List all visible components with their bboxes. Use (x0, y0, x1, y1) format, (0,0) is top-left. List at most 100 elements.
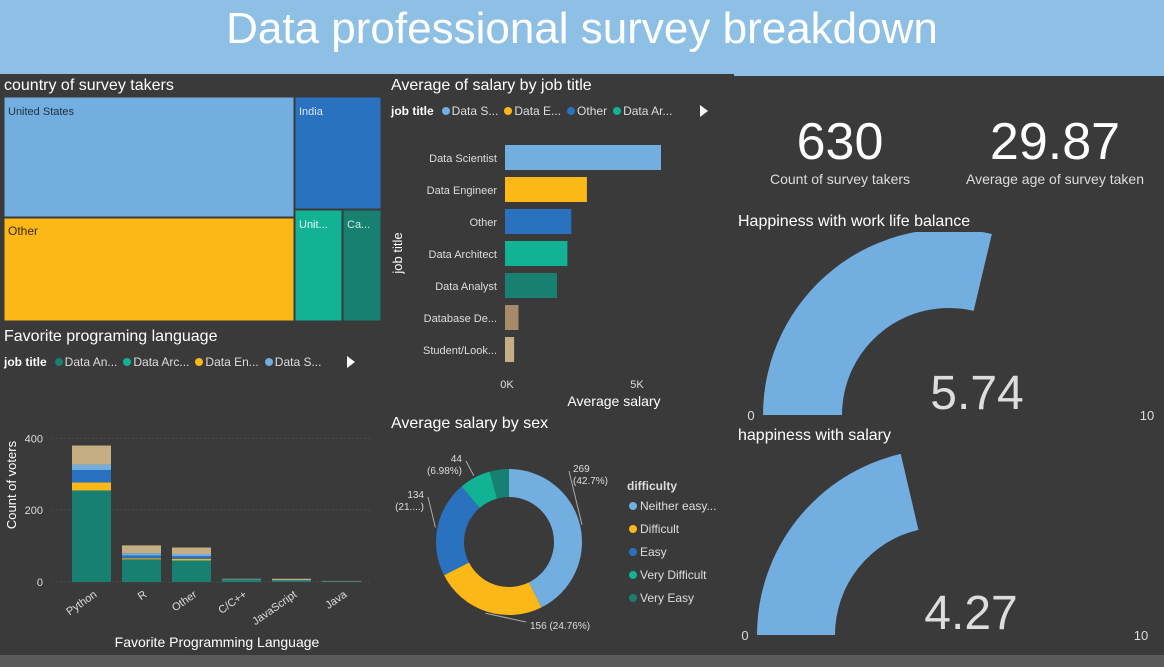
treemap-cell-united-kingdom[interactable] (294, 209, 343, 322)
lang-bar-segment[interactable] (272, 580, 311, 582)
donut-data-label: (21....) (395, 502, 424, 513)
donut-legend-label[interactable]: Easy (640, 545, 667, 559)
lang-bar-segment[interactable] (122, 559, 161, 582)
count-card-value: 630 (796, 113, 884, 171)
legend-next-icon[interactable] (347, 356, 356, 368)
gauge2-title: happiness with salary (738, 427, 891, 444)
lang-bar-segment[interactable] (172, 553, 211, 557)
job-category-label: Other (469, 217, 497, 229)
lang-legend-label: Data En... (205, 355, 259, 369)
gauge-max-label: 10 (1134, 628, 1148, 643)
donut-legend-label[interactable]: Difficult (640, 522, 680, 536)
lang-xlabel: Favorite Programming Language (115, 634, 320, 650)
job-bar[interactable] (505, 145, 661, 170)
lang-legend: job title Data An... Data Arc... Data En… (4, 355, 356, 369)
job-xtick-label: 0K (500, 379, 514, 391)
treemap-cell-united-states[interactable] (3, 96, 295, 218)
lang-stacked-bar-chart[interactable]: Count of voters Favorite Programming Lan… (0, 400, 380, 655)
lang-bar-segment[interactable] (172, 556, 211, 560)
lang-bar-segment[interactable] (172, 559, 211, 561)
legend-next-icon[interactable] (700, 105, 709, 117)
donut-legend-dot[interactable] (629, 571, 637, 579)
donut-title: Average salary by sex (391, 415, 549, 432)
donut-legend-dot[interactable] (629, 502, 637, 510)
lang-legend-item[interactable]: Data S... (264, 355, 321, 369)
lang-ytick-label: 400 (25, 433, 43, 445)
job-category-label: Student/Look... (423, 345, 497, 357)
lang-bar-segment[interactable] (172, 547, 211, 554)
job-bar[interactable] (505, 209, 572, 234)
lang-bar-segment[interactable] (72, 490, 111, 582)
count-card-label: Count of survey takers (769, 171, 911, 187)
treemap-cell-other[interactable] (3, 217, 295, 322)
lang-bar-segment[interactable] (122, 545, 161, 554)
lang-bar-segment[interactable] (272, 578, 311, 581)
donut-data-label: 269 (573, 464, 590, 475)
donut-leader-line (465, 460, 475, 477)
salary-legend-item[interactable]: Other (567, 104, 607, 118)
lang-bar-segment[interactable] (72, 469, 111, 483)
lang-legend-item[interactable]: Data En... (195, 355, 259, 369)
salary-legend-item[interactable]: Data S... (441, 104, 498, 118)
job-bar[interactable] (505, 177, 587, 202)
job-bar[interactable] (505, 337, 515, 362)
donut-legend-dot[interactable] (629, 594, 637, 602)
salary-happiness-gauge[interactable]: 4.27 0 10 (734, 447, 1164, 647)
donut-slice[interactable] (436, 486, 480, 576)
donut-slice[interactable] (461, 471, 498, 508)
lang-bar-segment[interactable] (122, 553, 161, 556)
donut-leader-line (427, 496, 436, 528)
job-category-label: Data Engineer (427, 185, 498, 197)
lang-ylabel: Count of voters (4, 440, 19, 529)
lang-xtick-label: Other (170, 588, 200, 614)
lang-xtick-label: JavaScript (250, 589, 299, 628)
job-bar[interactable] (505, 305, 519, 330)
lang-ytick-label: 200 (25, 505, 43, 517)
gauge-fill[interactable] (757, 453, 919, 635)
salary-legend-item[interactable]: Data E... (504, 104, 561, 118)
donut-legend-label[interactable]: Very Difficult (640, 568, 707, 582)
lang-bar-segment[interactable] (72, 445, 111, 465)
work-life-gauge[interactable]: 5.74 0 10 (734, 232, 1164, 427)
country-treemap[interactable]: United States Other India Unit... Ca... (3, 96, 383, 322)
donut-leader-line (568, 470, 583, 526)
treemap-cell-india[interactable] (294, 96, 382, 210)
donut-data-label: 134 (407, 490, 424, 501)
job-category-label: Database De... (424, 313, 497, 325)
lang-bar-segment[interactable] (122, 558, 161, 560)
gauge-value: 4.27 (924, 587, 1017, 640)
bottom-scrollbar[interactable] (0, 655, 1164, 667)
donut-legend-dot[interactable] (629, 525, 637, 533)
salary-legend-item[interactable]: Data Ar... (613, 104, 672, 118)
donut-data-label: (42.7%) (573, 476, 608, 487)
treemap-cell-canada[interactable] (342, 209, 382, 322)
lang-xtick-label: Python (64, 589, 99, 618)
job-bar[interactable] (505, 241, 568, 266)
job-category-label: Data Analyst (435, 281, 497, 293)
lang-legend-label: Data Arc... (133, 355, 190, 369)
job-category-label: Data Scientist (429, 153, 497, 165)
lang-legend-title: job title (4, 355, 47, 369)
donut-legend-dot[interactable] (629, 548, 637, 556)
salary-by-sex-donut-chart[interactable]: 269(42.7%) 156 (24.76%) 134(21....) 44(6.98… (386, 440, 731, 655)
donut-slice[interactable] (489, 469, 509, 499)
donut-slice[interactable] (444, 562, 542, 615)
donut-slice[interactable] (509, 469, 582, 608)
header-divider (734, 74, 1164, 76)
job-bar[interactable] (505, 273, 557, 298)
lang-bar-segment[interactable] (222, 579, 261, 582)
gauge-fill[interactable] (763, 232, 992, 415)
lang-bar-segment[interactable] (72, 464, 111, 470)
salary-by-job-bar-chart[interactable]: job title Average salary Data Scientist D… (386, 135, 731, 410)
lang-bar-segment[interactable] (122, 555, 161, 559)
lang-legend-item[interactable]: Data An... (54, 355, 117, 369)
donut-legend-label[interactable]: Neither easy... (640, 499, 716, 513)
donut-legend-label[interactable]: Very Easy (640, 591, 694, 605)
lang-bar-segment[interactable] (322, 581, 361, 582)
gauge1-title: Happiness with work life balance (738, 213, 971, 230)
lang-bar-segment[interactable] (72, 482, 111, 491)
donut-data-label: 44 (451, 454, 463, 465)
lang-bar-segment[interactable] (172, 560, 211, 582)
treemap-label-united-kingdom: Unit... (299, 219, 328, 231)
lang-legend-item[interactable]: Data Arc... (123, 355, 189, 369)
